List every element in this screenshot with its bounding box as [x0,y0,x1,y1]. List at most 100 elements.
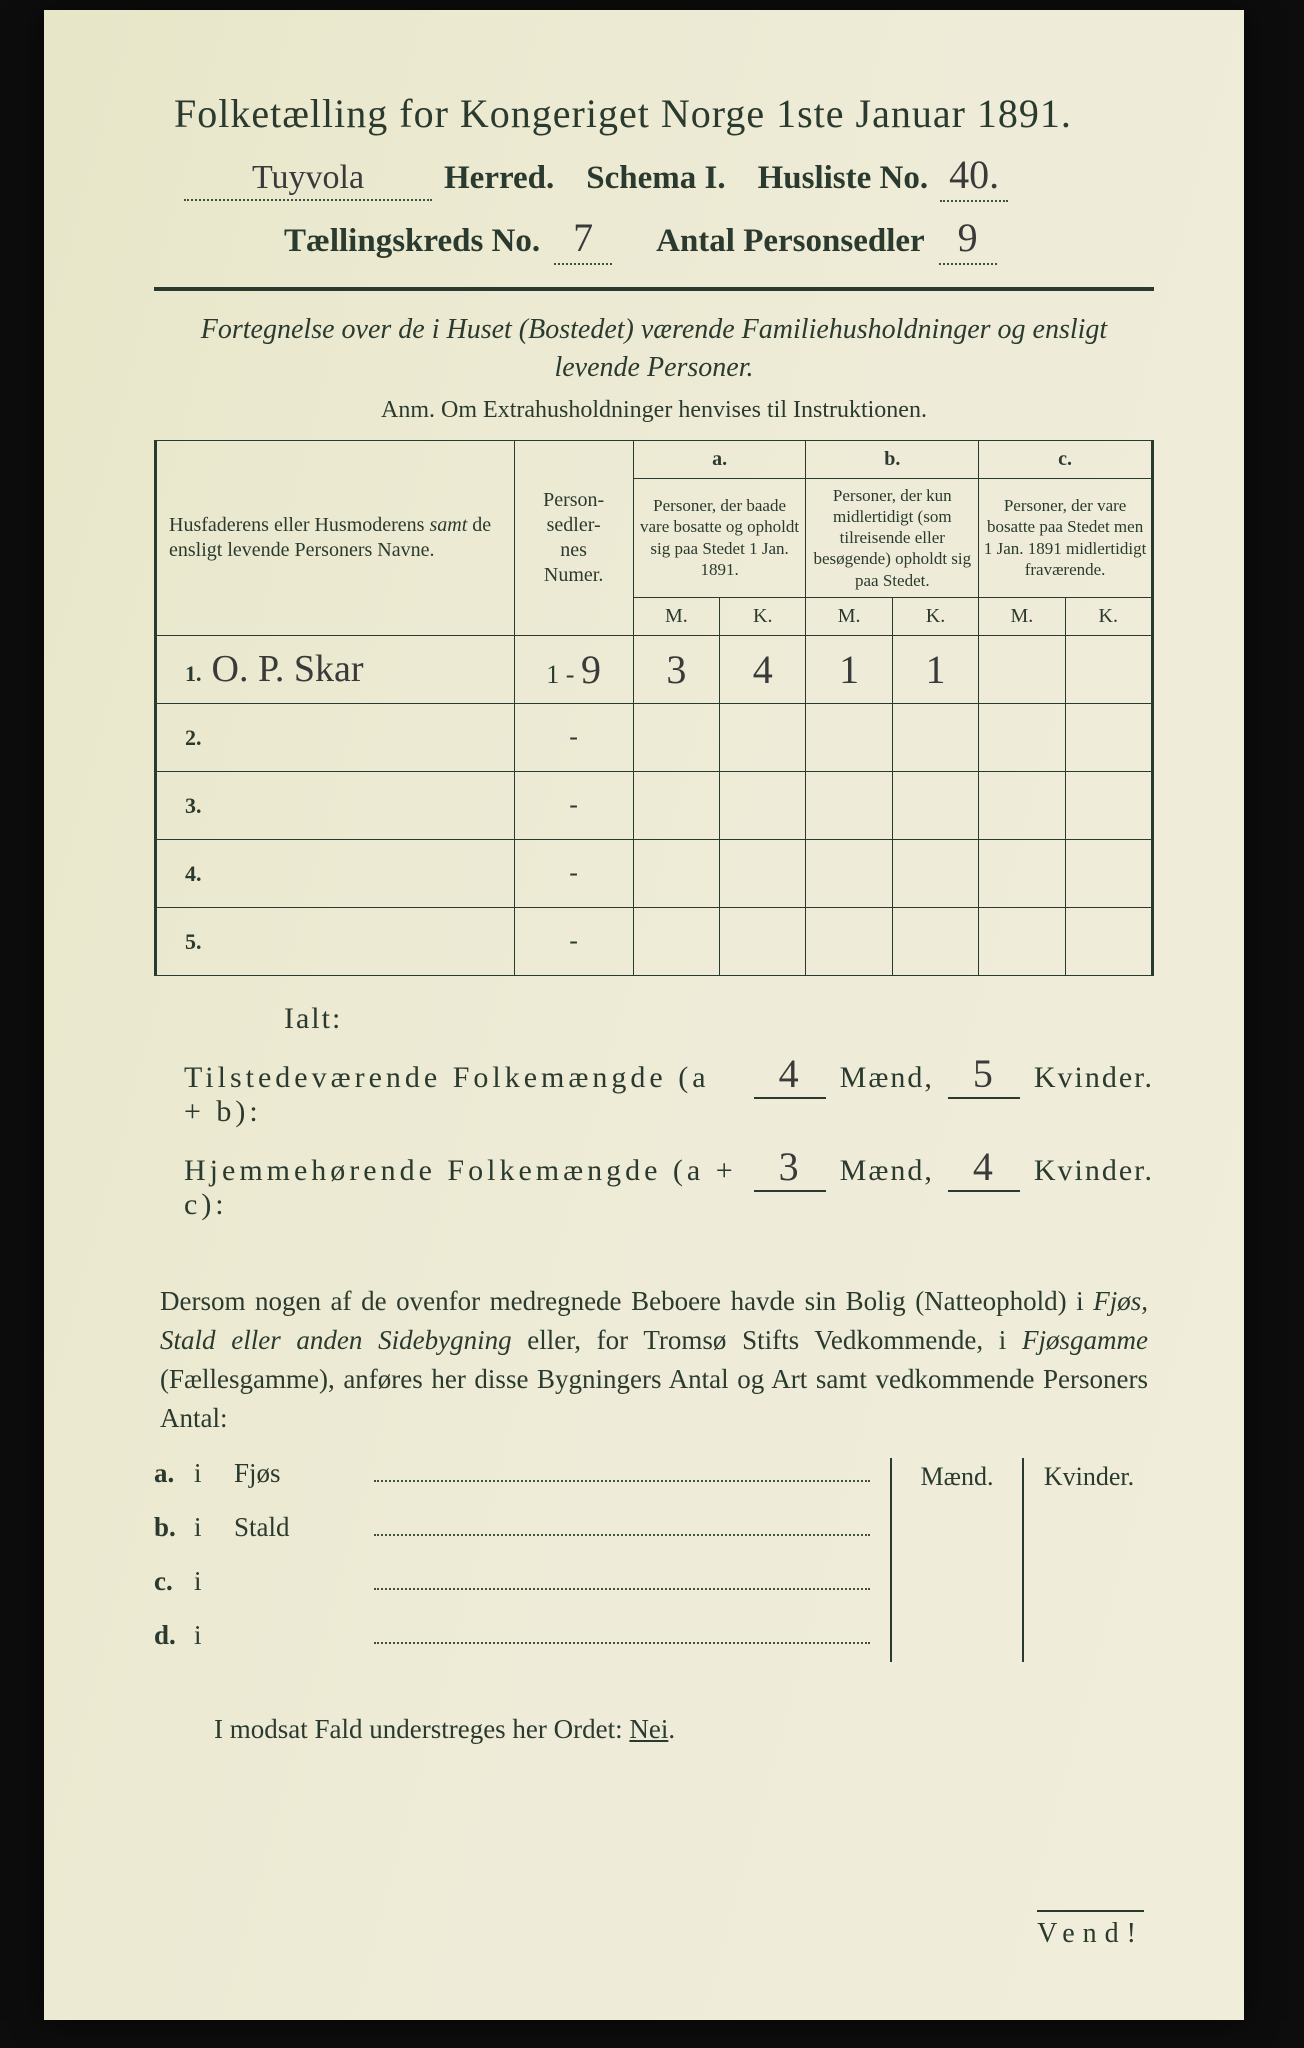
b-k-cell [892,907,978,975]
heavy-rule-1 [154,287,1154,291]
kreds-no: 7 [573,215,593,260]
name-cell: 3. [156,771,515,839]
side-row-label: Stald [234,1512,374,1543]
side-building-paragraph: Dersom nogen af de ovenfor medregnede Be… [154,1282,1154,1439]
table-row: 5. - [156,907,1153,975]
b-m-cell [806,703,892,771]
tot-kvinder-1: Kvinder. [1034,1061,1154,1095]
col-group-b: b. [806,440,979,478]
schema-label: Schema I. [586,160,725,197]
page-title: Folketælling for Kongeriget Norge 1ste J… [174,90,1154,137]
b-m-cell [806,771,892,839]
table-row: 4.- [156,839,1153,907]
side-row-i: i [194,1566,234,1597]
mk-b-k: K. [892,597,978,635]
herred-label: Herred. [444,160,554,197]
a-k-cell [720,907,806,975]
sedler-cell: - [514,703,633,771]
side-row-i: i [194,1620,234,1651]
vend-label: Vend! [1037,1910,1144,1950]
side-row-tag: b. [154,1512,194,1543]
mk-a-m: M. [633,597,719,635]
side-row-tag: c. [154,1566,194,1597]
b-k-cell [892,703,978,771]
name-cell: 4. [156,839,515,907]
husliste-no: 40. [949,152,999,197]
c-k-cell [1065,771,1152,839]
tot-maend-2: Mænd, [840,1154,934,1188]
mk-b-m: M. [806,597,892,635]
a-k-cell: 4 [720,635,806,703]
a-m-cell [633,839,719,907]
b-k-cell: 1 [892,635,978,703]
table-row: 1. O. P. Skar 1 - 9 3 4 1 1 [156,635,1153,703]
b-m-cell-value: 1 [839,647,859,692]
side-maend-col: Mænd. [892,1458,1024,1662]
side-row-dots [374,1570,870,1590]
tot1-m: 4 [779,1051,801,1096]
a-m-cell [633,907,719,975]
a-m-cell: 3 [633,635,719,703]
antal-no: 9 [958,215,978,260]
herred-handwritten: Tuyvola [252,159,364,196]
name-cell: 1. O. P. Skar [156,635,515,703]
side-right: Mænd. Kvinder. [890,1458,1154,1662]
totals-line-1: Tilstedeværende Folkemængde (a + b): 4 M… [184,1050,1154,1129]
mk-a-k: K. [720,597,806,635]
tot2-m: 3 [779,1144,801,1189]
sedler-cell: 1 - 9 [514,635,633,703]
a-m-cell [633,771,719,839]
paper-sheet: Folketælling for Kongeriget Norge 1ste J… [44,10,1244,2020]
name-handwritten: O. P. Skar [212,648,364,690]
side-row-dots [374,1516,870,1536]
c-m-cell [979,907,1065,975]
sedler-prefix: 1 - [546,660,581,689]
row-number: 1. [185,661,202,686]
side-row-dots [374,1624,870,1644]
col-header-b: Personer, der kun midlertidigt (som tilr… [806,478,979,597]
row-number: 4. [185,861,202,886]
b-m-cell [806,839,892,907]
c-m-cell [979,771,1065,839]
b-k-cell-value: 1 [925,647,945,692]
census-table: Husfaderens eller Husmoderens samt de en… [154,440,1154,976]
side-kvinder-col: Kvinder. [1024,1458,1154,1662]
c-m-cell [979,635,1065,703]
table-row: 3.- [156,771,1153,839]
side-row-i: i [194,1458,234,1489]
row-number: 5. [185,929,202,954]
a-m-cell-value: 3 [666,647,686,692]
col-header-sedler: Person- sedler- nes Numer. [514,440,633,635]
row-number: 3. [185,793,202,818]
mk-c-m: M. [979,597,1065,635]
ialt-label: Ialt: [284,1002,1154,1036]
modsat-text: I modsat Fald understreges her Ordet: Ne… [214,1714,675,1744]
side-building-table: a.iFjøsb.iStaldc.id.i Mænd. Kvinder. [154,1458,1154,1674]
husliste-label: Husliste No. [758,160,929,197]
c-m-cell [979,703,1065,771]
table-row: 2.- [156,703,1153,771]
sedler-hw: 9 [581,647,601,692]
c-k-cell [1065,907,1152,975]
a-m-cell [633,703,719,771]
kreds-label: Tællingskreds No. [284,223,540,260]
subtitle: Fortegnelse over de i Huset (Bostedet) v… [154,311,1154,387]
mk-c-k: K. [1065,597,1152,635]
modsat-line: I modsat Fald understreges her Ordet: Ne… [214,1714,1154,1745]
tot1-label: Tilstedeværende Folkemængde (a + b): [184,1061,740,1129]
a-k-cell [720,703,806,771]
name-cell: 5. [156,907,515,975]
a-k-cell [720,771,806,839]
side-row-dots [374,1462,870,1482]
col-header-a: Personer, der baade vare bosatte og opho… [633,478,806,597]
sedler-cell: - [514,907,633,975]
a-k-cell-value: 4 [753,647,773,692]
census-tbody: 1.O. P. Skar1 - 934112.-3.-4.-5.- [156,635,1153,975]
col-header-name: Husfaderens eller Husmoderens samt de en… [156,440,515,635]
c-k-cell [1065,703,1152,771]
tot1-k: 5 [973,1051,995,1096]
side-row: d.i [154,1620,870,1674]
side-row-label: Fjøs [234,1458,374,1489]
tot2-label: Hjemmehørende Folkemængde (a + c): [184,1154,740,1222]
side-row: b.iStald [154,1512,870,1566]
